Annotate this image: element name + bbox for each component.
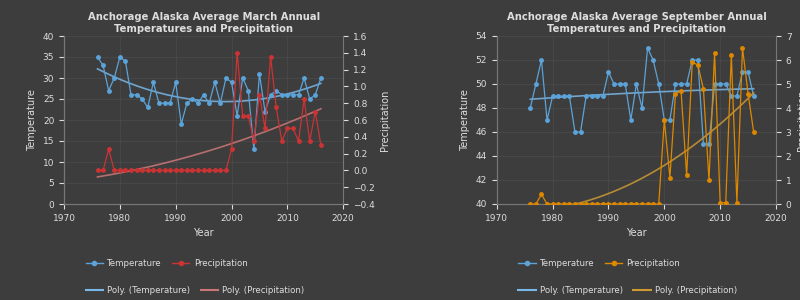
Legend: Poly. (Temperature), Poly. (Precipitation): Poly. (Temperature), Poly. (Precipitatio… [82,282,308,298]
Y-axis label: Temperature: Temperature [460,89,470,151]
Title: Anchorage Alaska Average March Annual
Temperatures and Precipitation: Anchorage Alaska Average March Annual Te… [87,12,320,34]
Title: Anchorage Alaska Average September Annual
Temperatures and Precipitation: Anchorage Alaska Average September Annua… [506,12,766,34]
Y-axis label: Precipitation: Precipitation [380,89,390,151]
Y-axis label: Temperature: Temperature [27,89,38,151]
X-axis label: Year: Year [626,228,646,238]
X-axis label: Year: Year [194,228,214,238]
Y-axis label: Precipitation: Precipitation [797,89,800,151]
Legend: Poly. (Temperature), Poly. (Precipitation): Poly. (Temperature), Poly. (Precipitatio… [515,282,741,298]
